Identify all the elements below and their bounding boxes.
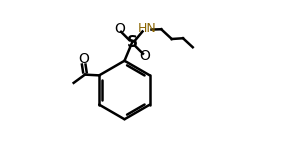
Text: HN: HN bbox=[138, 22, 156, 35]
Text: S: S bbox=[127, 35, 138, 50]
Text: O: O bbox=[139, 49, 150, 63]
Text: O: O bbox=[78, 52, 89, 66]
Text: O: O bbox=[114, 22, 125, 36]
